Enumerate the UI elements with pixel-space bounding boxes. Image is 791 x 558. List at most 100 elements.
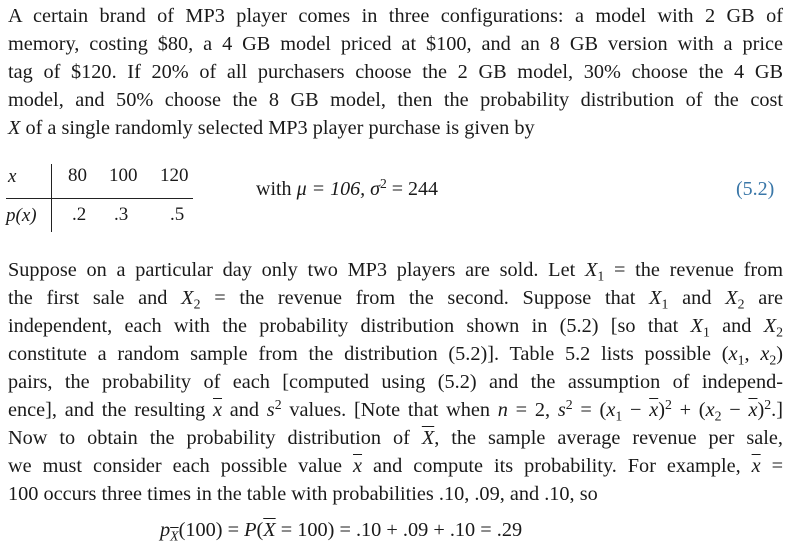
table-prob-cell: .2 xyxy=(72,204,87,225)
main-paragraph: Suppose on a particular day only two MP3… xyxy=(8,256,783,508)
text-span: ) xyxy=(658,399,665,421)
text-span: are xyxy=(744,287,783,309)
text-line: pairs, the probability of each [computed… xyxy=(8,371,783,393)
var-p: p xyxy=(160,519,171,541)
text-line: constitute a random sample from the dist… xyxy=(8,340,783,368)
subscript: X xyxy=(170,528,179,544)
var-X: X xyxy=(8,117,21,139)
var-X: X xyxy=(690,315,703,337)
table-prob-cell: .5 xyxy=(170,204,185,225)
exponent: 2 xyxy=(664,397,672,413)
table-prob-cell: .3 xyxy=(114,204,129,225)
var-xbar: x xyxy=(751,455,761,477)
display-formula: pX(100) = P(X = 100) = .10 + .09 + .10 =… xyxy=(160,519,523,544)
var-Xbar: X xyxy=(421,427,435,449)
table-value-cell: 100 xyxy=(109,165,138,186)
text-span: values. [Note that when xyxy=(281,399,498,421)
text-line: model, and 50% choose the 8 GB model, th… xyxy=(8,89,783,111)
equation-number: (5.2) xyxy=(736,178,775,200)
text-span: , the sample average revenue per sale, xyxy=(434,427,783,449)
var-x: x xyxy=(606,399,616,421)
var-x: x xyxy=(728,343,738,365)
subscript: 2 xyxy=(737,296,745,312)
var-xbar: x xyxy=(353,455,363,477)
text-span: and xyxy=(709,315,764,337)
subscript: 2 xyxy=(776,324,783,340)
exponent: 2 xyxy=(274,397,282,413)
text-span: .] xyxy=(771,399,783,421)
text-line: memory, costing $80, a 4 GB model priced… xyxy=(8,33,783,55)
text-line: Suppose on a particular day only two MP3… xyxy=(8,256,783,284)
table-row-label-px: p(x) xyxy=(6,205,37,226)
text-span: ) xyxy=(757,399,765,421)
exponent: 2 xyxy=(565,397,573,413)
table-value-cell: 120 xyxy=(160,165,189,186)
text-span: of a single randomly selected MP3 player… xyxy=(20,117,535,139)
text-span: with xyxy=(256,178,297,200)
text-span: and xyxy=(668,287,726,309)
text-line: X of a single randomly selected MP3 play… xyxy=(8,114,783,142)
text-span: and compute its probability. For example… xyxy=(362,455,752,477)
var-xbar: x xyxy=(213,399,223,421)
text-span: the first sale and xyxy=(8,287,182,309)
text-span: = ( xyxy=(572,399,607,421)
text-line: tag of $120. If 20% of all purchasers ch… xyxy=(8,61,783,83)
var-P: P xyxy=(244,519,257,541)
text-span: = the revenue from xyxy=(604,259,783,281)
table-value-cell: 80 xyxy=(68,165,87,186)
text-span: (100) = xyxy=(178,519,245,541)
var-X: X xyxy=(725,287,738,309)
text-span: constitute a random sample from the dist… xyxy=(8,343,729,365)
subscript: 1 xyxy=(597,268,605,284)
var-s: s xyxy=(557,399,566,421)
subscript: 2 xyxy=(193,296,201,312)
text-span: Suppose on a particular day only two MP3… xyxy=(8,259,585,281)
intro-paragraph: A certain brand of MP3 player comes in t… xyxy=(8,2,783,142)
text-line: independent, each with the probability d… xyxy=(8,312,783,340)
table-row-label-x: x xyxy=(8,166,17,187)
exponent: 2 xyxy=(764,397,772,413)
text-line: A certain brand of MP3 player comes in t… xyxy=(8,5,783,27)
text-span: independent, each with the probability d… xyxy=(8,315,691,337)
text-span: + ( xyxy=(671,399,706,421)
var-x: x xyxy=(760,343,770,365)
text-span: = the revenue from the second. Suppose t… xyxy=(200,287,650,309)
var-s: s xyxy=(266,399,275,421)
text-span: = 100) = .10 + .09 + .10 = .29 xyxy=(275,519,523,541)
text-span: = 2, xyxy=(507,399,558,421)
text-span: Now to obtain the probability distributi… xyxy=(8,427,422,449)
var-n: n xyxy=(497,399,508,421)
var-Xbar: X xyxy=(263,519,276,541)
text-span: − xyxy=(622,399,650,421)
text-span: ) xyxy=(776,343,784,365)
subscript: 1 xyxy=(615,408,623,424)
var-x: x xyxy=(705,399,715,421)
subscript: 1 xyxy=(737,352,745,368)
sigma-value: = 244 xyxy=(386,178,439,200)
text-span: , xyxy=(744,343,761,365)
text-span: ( xyxy=(256,519,264,541)
table-horizontal-rule xyxy=(6,198,193,199)
text-line: 100 occurs three times in the table with… xyxy=(8,483,598,505)
var-X: X xyxy=(584,259,598,281)
subscript: 1 xyxy=(661,296,669,312)
var-X: X xyxy=(181,287,194,309)
var-xbar: x xyxy=(748,399,758,421)
var-X: X xyxy=(649,287,662,309)
var-X: X xyxy=(763,315,777,337)
subscript: 1 xyxy=(702,324,710,340)
subscript: 2 xyxy=(714,408,722,424)
text-line: ence], and the resulting x and s2 values… xyxy=(8,396,783,424)
text-line: Now to obtain the probability distributi… xyxy=(8,424,783,452)
text-span: and xyxy=(222,399,267,421)
distribution-stats: with μ = 106, σ2 = 244 xyxy=(256,176,439,201)
var-xbar: x xyxy=(649,399,659,421)
exponent: 2 xyxy=(379,176,387,192)
text-line: the first sale and X2 = the revenue from… xyxy=(8,284,783,312)
text-span: = xyxy=(760,455,784,477)
mu-value: μ = 106, xyxy=(296,178,371,200)
text-span: − xyxy=(721,399,749,421)
subscript: 2 xyxy=(769,352,777,368)
text-line: we must consider each possible value x a… xyxy=(8,452,783,480)
sigma-symbol: σ xyxy=(370,178,380,200)
